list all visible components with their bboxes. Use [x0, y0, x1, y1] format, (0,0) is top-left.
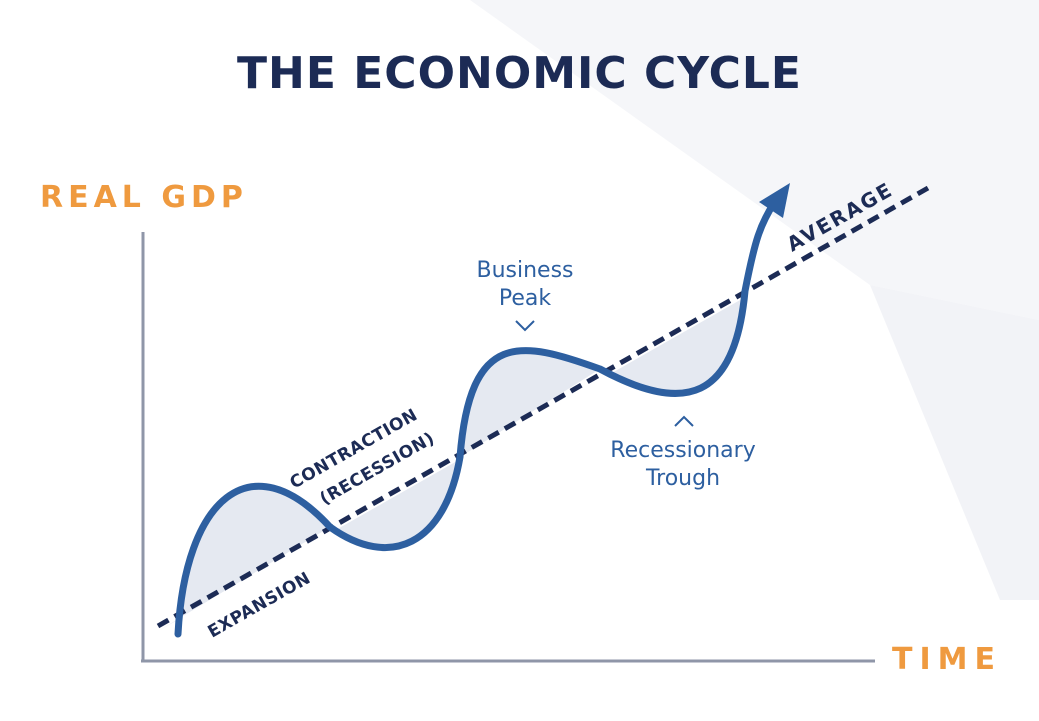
chevron-down-icon [515, 320, 535, 332]
page-title: THE ECONOMIC CYCLE [237, 48, 802, 99]
average-label: AVERAGE [783, 177, 898, 256]
business-peak-label-line1: Business [476, 258, 573, 283]
x-axis-label: TIME [892, 642, 1002, 677]
recessionary-trough-label-line1: Recessionary [610, 438, 755, 463]
chevron-up-icon [674, 415, 694, 427]
average-trend-line [156, 185, 930, 629]
y-axis-label: REAL GDP [40, 180, 248, 215]
shaded-area-above-trend [160, 350, 600, 630]
cycle-curve [174, 199, 778, 638]
business-peak-label-line2: Peak [499, 286, 551, 311]
arrow-head-icon [759, 183, 790, 218]
recessionary-trough-label-line2: Trough [645, 466, 720, 491]
